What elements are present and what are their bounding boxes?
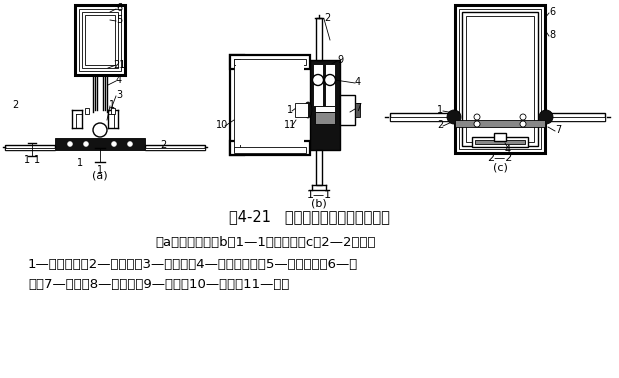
Text: 2: 2 [324, 13, 330, 23]
Bar [85, 108, 89, 114]
Text: 7: 7 [555, 125, 561, 135]
Bar [466, 16, 534, 142]
Text: 图4-21   隐框玻璃幕墙密封防水构造: 图4-21 隐框玻璃幕墙密封防水构造 [228, 209, 389, 225]
Bar [236, 65, 304, 145]
Bar [82, 12, 118, 68]
Bar [316, 150, 322, 185]
Bar [55, 138, 145, 150]
Text: 1—背衬材料；2—密封膏；3—固定片；4—不锈钢螺栓；5—竖框内套；6—竖: 1—背衬材料；2—密封膏；3—固定片；4—不锈钢螺栓；5—竖框内套；6—竖 [28, 259, 358, 271]
Text: 8: 8 [549, 30, 555, 40]
Bar [475, 140, 525, 144]
Text: 6: 6 [549, 7, 555, 17]
Text: 框；7—压板；8—内框套；9—扣板；10—横框；11—玻璃: 框；7—压板；8—内框套；9—扣板；10—横框；11—玻璃 [28, 279, 289, 291]
Text: 1: 1 [97, 165, 103, 175]
Text: 1: 1 [437, 105, 443, 115]
Bar [455, 120, 545, 127]
Circle shape [67, 141, 72, 147]
Ellipse shape [447, 110, 461, 124]
Circle shape [93, 123, 107, 137]
Bar [545, 113, 605, 121]
Text: 10: 10 [216, 120, 228, 130]
Circle shape [84, 141, 89, 147]
Circle shape [128, 141, 132, 147]
Text: 4: 4 [355, 77, 361, 87]
Bar [295, 103, 308, 117]
Bar [545, 117, 605, 121]
Circle shape [313, 74, 324, 85]
Text: 2: 2 [12, 100, 18, 110]
Bar [462, 12, 538, 146]
Bar [234, 59, 240, 151]
Bar [75, 5, 125, 75]
Bar [5, 145, 55, 150]
Bar [145, 145, 205, 150]
Bar [230, 55, 244, 155]
Bar [355, 103, 360, 117]
Text: 4: 4 [505, 145, 511, 155]
Text: 4: 4 [116, 75, 122, 85]
Circle shape [111, 141, 116, 147]
Text: （a）构造图；（b）1—1剖面图；（c）2—2剖面图: （a）构造图；（b）1—1剖面图；（c）2—2剖面图 [155, 235, 376, 248]
Text: 7: 7 [355, 103, 361, 113]
Bar [145, 148, 205, 150]
Bar [111, 108, 115, 114]
Bar [390, 113, 455, 121]
Text: 1: 1 [109, 100, 115, 110]
Text: 1: 1 [287, 105, 293, 115]
Bar [494, 133, 506, 141]
Ellipse shape [539, 110, 553, 124]
Text: 1—1: 1—1 [306, 190, 332, 200]
Circle shape [474, 121, 480, 127]
Text: (c): (c) [493, 162, 508, 172]
Bar [310, 60, 340, 150]
Text: 11: 11 [284, 120, 296, 130]
Text: 5: 5 [116, 15, 122, 25]
Text: 9: 9 [337, 55, 343, 65]
Text: 1: 1 [77, 158, 83, 168]
Text: (b): (b) [311, 198, 327, 208]
Text: 1: 1 [24, 155, 30, 165]
Bar [313, 64, 323, 106]
Bar [79, 9, 121, 71]
Circle shape [324, 74, 335, 85]
Text: 1: 1 [34, 155, 40, 165]
Bar [234, 147, 306, 153]
Bar [230, 141, 310, 155]
Ellipse shape [304, 102, 312, 118]
Bar [340, 95, 355, 125]
Circle shape [520, 114, 526, 120]
Bar [316, 18, 322, 60]
Bar [5, 148, 55, 150]
Bar [472, 137, 528, 147]
Text: 6: 6 [116, 3, 122, 13]
Bar [315, 112, 335, 124]
Bar [325, 64, 335, 106]
Bar [469, 19, 531, 139]
Bar [315, 106, 335, 112]
Text: 2—2: 2—2 [487, 153, 513, 163]
Circle shape [520, 121, 526, 127]
Text: 2: 2 [160, 140, 166, 150]
Text: 21: 21 [113, 60, 125, 70]
Circle shape [474, 114, 480, 120]
Text: 2: 2 [437, 120, 443, 130]
Bar [234, 59, 306, 65]
Text: (a): (a) [92, 170, 108, 180]
Bar [230, 55, 310, 69]
Bar [85, 15, 115, 65]
Bar [459, 9, 541, 149]
Bar [390, 117, 455, 121]
Bar [455, 5, 545, 153]
Text: 3: 3 [116, 90, 122, 100]
